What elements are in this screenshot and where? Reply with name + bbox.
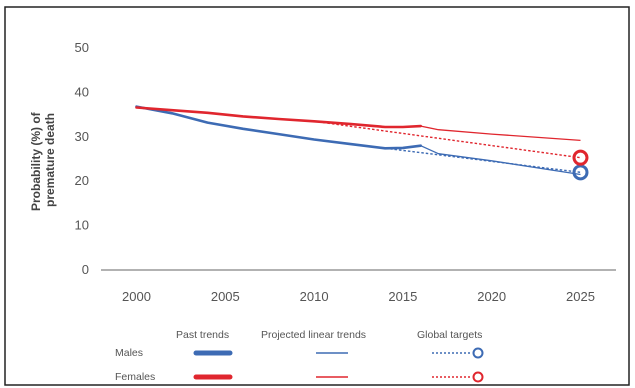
legend-header-projected: Projected linear trends: [261, 329, 366, 341]
y-axis-label-line-2: premature death: [43, 113, 57, 207]
x-tick-label-2005: 2005: [211, 289, 240, 304]
legend-target-marker-females: [472, 371, 484, 383]
chart-border: [4, 6, 630, 386]
series-line-females-projected-linear-trends: [420, 125, 581, 142]
target-marker-males: [572, 164, 589, 181]
y-axis-label: Probability (%) of premature death: [29, 109, 57, 211]
x-tick-label-2025: 2025: [566, 289, 595, 304]
y-axis-label-line-1: Probability (%) of: [29, 111, 43, 211]
x-tick-label-2000: 2000: [122, 289, 151, 304]
y-tick-label-30: 30: [75, 129, 89, 144]
y-tick-label-0: 0: [82, 262, 89, 277]
legend-header-targets: Global targets: [417, 329, 482, 341]
legend: Past trends Projected linear trends Glob…: [115, 329, 484, 383]
x-tick-label-2020: 2020: [477, 289, 506, 304]
legend-row-males: Males: [115, 347, 143, 359]
legend-target-marker-males: [472, 347, 484, 359]
series-line-males-past-trends: [135, 105, 423, 150]
y-tick-label-20: 20: [75, 173, 89, 188]
series-line-females-past-trends: [135, 106, 423, 129]
legend-header-past: Past trends: [176, 329, 229, 341]
series-line-males-projected-linear-trends: [420, 145, 581, 176]
y-tick-label-50: 50: [75, 40, 89, 55]
target-marker-females: [572, 149, 589, 166]
legend-row-females: Females: [115, 371, 155, 383]
y-axis-ticks: 0 10 20 30 40 50: [75, 40, 89, 277]
y-tick-label-10: 10: [75, 218, 89, 233]
x-tick-label-2015: 2015: [388, 289, 417, 304]
y-tick-label-40: 40: [75, 84, 89, 99]
series-group: [135, 105, 589, 181]
x-axis-ticks: 2000 2005 2010 2015 2020 2025: [122, 289, 595, 304]
x-tick-label-2010: 2010: [300, 289, 329, 304]
